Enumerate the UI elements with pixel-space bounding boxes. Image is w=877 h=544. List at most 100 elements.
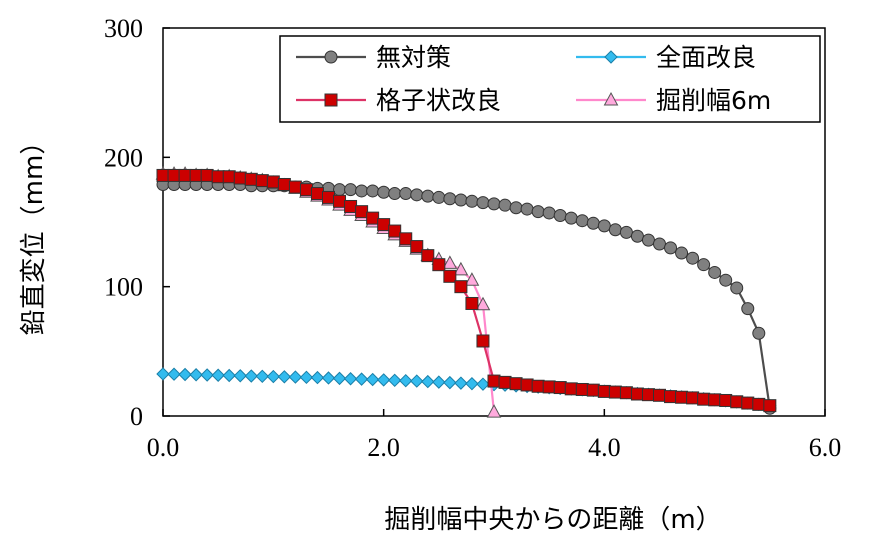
series-3 [156,168,777,413]
data-point [421,374,435,389]
data-point [586,216,600,230]
x-tick-label: 6.0 [809,433,842,462]
legend-marker [603,91,619,106]
data-point [410,188,424,202]
data-point [475,296,491,311]
data-point [200,368,214,382]
data-point [376,373,391,387]
data-point [366,211,380,225]
data-point [233,171,247,185]
data-point [752,397,766,411]
data-point [377,185,391,199]
data-point [421,189,435,203]
data-point [255,369,270,384]
data-point [410,374,424,388]
data-point [708,265,722,279]
data-point [354,372,369,386]
data-point [443,192,457,206]
data-point [619,225,633,239]
data-point [619,386,633,400]
data-point [487,374,501,388]
data-point [564,211,578,225]
legend-entry: 掘削幅6m [576,86,771,115]
data-point [200,168,214,182]
data-point [321,371,336,385]
data-point [476,377,490,391]
data-point [553,381,567,395]
data-point [719,393,733,407]
data-point [388,224,402,238]
data-point [664,241,678,255]
data-point [675,246,689,260]
data-point [531,379,545,393]
data-point [464,272,480,286]
data-point [454,193,468,207]
y-axis: 0 100 200 300 [104,14,170,431]
data-point [244,369,258,383]
data-point [597,219,611,233]
data-point [277,177,291,191]
data-point [675,390,689,404]
data-point [454,280,468,294]
data-point [641,233,655,247]
legend-marker [324,50,338,64]
data-point [189,368,203,382]
data-point [421,249,435,263]
data-point [178,367,192,382]
data-point [310,370,325,385]
data-point [222,368,236,383]
data-point [520,202,534,216]
data-point [333,183,347,197]
data-point [167,367,181,381]
data-point [410,240,424,254]
data-point [343,372,358,386]
data-point [697,258,711,272]
data-point [266,369,281,384]
data-point [310,187,324,201]
legend-marker [324,93,338,107]
data-point [432,258,446,272]
data-point [442,255,458,269]
data-point [355,205,369,219]
y-tick-label: 200 [104,143,143,172]
data-point [454,376,468,390]
legend-label: 全面改良 [656,43,756,72]
x-axis-title: 掘削幅中央からの距離（m） [384,505,721,535]
data-point [156,168,170,182]
data-point [344,199,358,213]
data-point [399,232,413,246]
data-point [509,201,523,215]
data-point [608,385,622,399]
y-tick-label: 100 [104,273,143,302]
data-point [288,370,303,384]
data-point [597,384,611,398]
x-tick-label: 0.0 [147,433,180,462]
data-point [288,180,302,194]
data-point [453,261,469,276]
x-tick-label: 2.0 [367,433,400,462]
data-point [399,373,413,388]
data-point [531,205,545,219]
data-point [641,388,655,402]
data-point [465,376,479,391]
legend-box [279,35,821,123]
data-point [686,391,700,405]
data-point [189,168,203,182]
data-point [156,367,170,381]
data-point [542,206,556,220]
data-point [664,390,678,404]
y-tick-label: 0 [130,402,143,431]
y-tick-label: 300 [104,14,143,43]
data-point [365,372,380,387]
data-point [465,194,479,208]
data-point [222,170,236,184]
data-point [366,184,380,198]
legend-label: 掘削幅6m [656,86,771,115]
legend-label: 無対策 [376,43,451,72]
data-point [763,399,777,413]
data-point [553,209,567,223]
legend-label: 格子状改良 [376,86,501,115]
data-point [387,373,402,388]
data-point [167,168,181,182]
data-point [443,375,457,390]
